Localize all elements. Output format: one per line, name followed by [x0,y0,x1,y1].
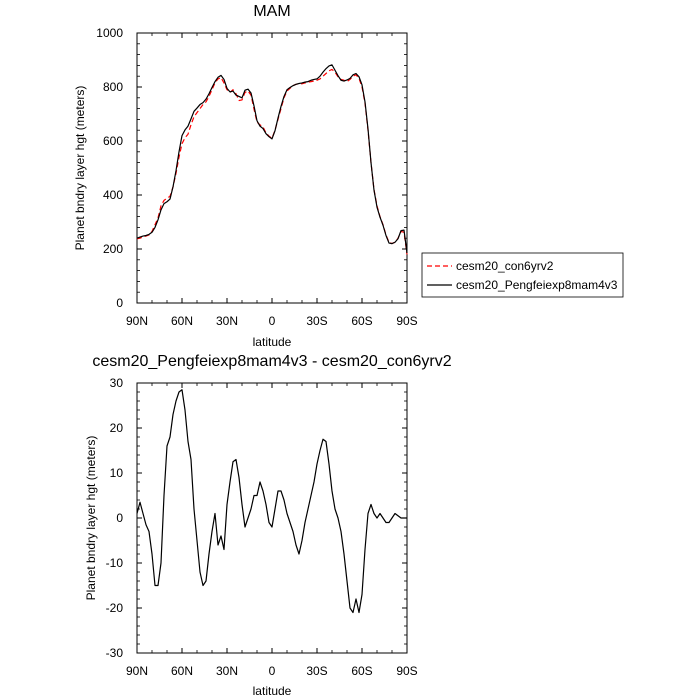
bottom-y-tick-label: 0 [116,511,123,525]
bottom-y-tick-label: -10 [106,556,124,570]
bottom-x-tick-label: 60N [171,664,193,678]
bottom-axis-ticks: 90N 60N 30N 0 30S 60S 90S -30 -20 -10 0 10 20 30 [106,376,418,678]
legend-label-pengfei: cesm20_Pengfeiexp8mam4v3 [456,278,618,292]
top-y-tick-label: 800 [103,80,123,94]
top-x-tick-label: 0 [269,314,276,328]
top-axis-ticks: 90N 60N 30N 0 30S 60S 90S 0 200 400 600 800 1000 [96,26,417,328]
bottom-x-tick-label: 60S [351,664,372,678]
top-x-tick-label: 30S [306,314,327,328]
bottom-x-tick-label: 90S [396,664,417,678]
top-chart-title: MAM [253,3,290,20]
legend-label-con6yrv2: cesm20_con6yrv2 [456,259,554,273]
top-plot-frame [136,32,408,304]
top-x-tick-label: 90N [126,314,148,328]
top-x-tick-label: 30N [216,314,238,328]
bottom-x-tick-label: 30S [306,664,327,678]
top-y-tick-label: 0 [116,296,123,310]
bottom-y-tick-label: -30 [106,646,124,660]
top-chart-panel: MAM 90N 60N 30N 0 30S 60S 90S 0 200 400 600 800 1000… [73,3,624,349]
bottom-series-line-0 [136,389,407,614]
bottom-x-tick-label: 0 [269,664,276,678]
bottom-y-tick-label: -20 [106,601,124,615]
bottom-series-group [136,389,407,614]
bottom-y-tick-label: 30 [110,376,124,390]
bottom-x-tick-label: 90N [126,664,148,678]
bottom-y-tick-label: 10 [110,466,124,480]
legend-box [421,252,624,298]
bottom-plot-frame [136,382,408,654]
top-x-tick-label: 90S [396,314,417,328]
top-x-tick-label: 60N [171,314,193,328]
bottom-y-axis-label: Planet bndry layer hgt (meters) [84,436,98,601]
bottom-chart-panel: cesm20_Pengfeiexp8mam4v3 - cesm20_con6yr… [84,353,452,698]
bottom-y-tick-label: 20 [110,421,124,435]
top-y-tick-label: 400 [103,188,123,202]
top-y-axis-label: Planet bndry layer hgt (meters) [73,86,87,251]
legend: cesm20_con6yrv2 cesm20_Pengfeiexp8mam4v3 [421,252,624,298]
top-x-axis-label: latitude [253,335,292,349]
bottom-chart-title: cesm20_Pengfeiexp8mam4v3 - cesm20_con6yr… [92,353,451,370]
top-y-tick-label: 1000 [96,26,123,40]
top-x-tick-label: 60S [351,314,372,328]
top-series-group [136,64,408,255]
bottom-x-axis-label: latitude [253,684,292,698]
top-y-tick-label: 600 [103,134,123,148]
bottom-x-tick-label: 30N [216,664,238,678]
top-y-tick-label: 200 [103,242,123,256]
top-series-line-1 [136,64,408,254]
